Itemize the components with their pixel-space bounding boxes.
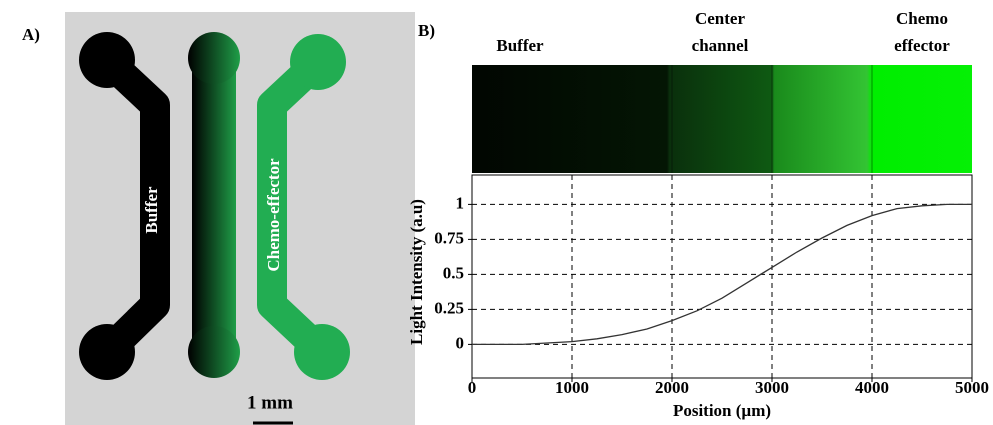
x-tick-label: 1000 — [555, 378, 589, 397]
x-tick-label: 2000 — [655, 378, 689, 397]
panel-label: B) — [418, 21, 435, 40]
channel-label: Buffer — [142, 186, 161, 234]
effector-channel — [257, 34, 350, 380]
panel-label: A) — [22, 25, 40, 44]
x-tick-label: 3000 — [755, 378, 789, 397]
y-axis-title: Light Intensity (a.u) — [407, 199, 426, 345]
region-label: channel — [692, 36, 749, 55]
x-axis-title: Position (µm) — [673, 401, 771, 420]
region-label: Buffer — [496, 36, 544, 55]
center-channel — [188, 32, 240, 378]
x-tick-label: 4000 — [855, 378, 889, 397]
x-tick-label: 5000 — [955, 378, 989, 397]
region-label: effector — [894, 36, 950, 55]
y-tick-label: 0.75 — [434, 228, 464, 247]
y-tick-label: 1 — [456, 193, 465, 212]
y-tick-label: 0 — [456, 333, 465, 352]
scale-bar-label: 1 mm — [247, 392, 293, 413]
region-label: Center — [695, 9, 745, 28]
y-tick-label: 0.5 — [443, 263, 464, 282]
plot-area — [471, 174, 973, 379]
buffer-channel — [79, 32, 170, 380]
x-tick-label: 0 — [468, 378, 477, 397]
region-label: Chemo — [896, 9, 948, 28]
intensity-line — [472, 203, 972, 346]
y-tick-label: 0.25 — [434, 298, 464, 317]
channel-label: Chemo-effector — [264, 158, 283, 272]
fluorescence-strip — [472, 65, 972, 173]
